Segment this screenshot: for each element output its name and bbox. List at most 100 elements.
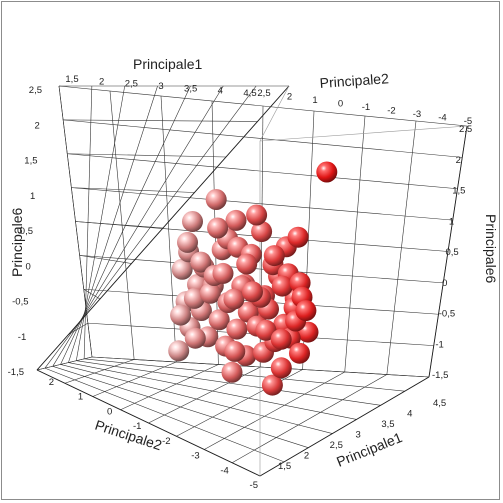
floor-gridline [92, 361, 177, 397]
data-point-sphere[interactable] [271, 275, 293, 297]
tick-y-front: -1 [133, 421, 141, 432]
gridline [109, 90, 135, 360]
data-point-sphere[interactable] [183, 287, 205, 309]
data-point-sphere[interactable] [182, 211, 203, 232]
tick-y-front: -4 [220, 465, 228, 476]
data-point-sphere[interactable] [207, 217, 229, 239]
data-points [168, 161, 338, 396]
tick-z-right: 0 [442, 278, 447, 289]
box-edge [259, 376, 430, 477]
data-point-sphere[interactable] [255, 319, 277, 341]
data-point-sphere[interactable] [251, 221, 273, 243]
floor-gridline [204, 371, 345, 450]
axis-title-principale1-top: Principale1 [133, 56, 202, 72]
data-point-sphere[interactable] [246, 204, 268, 226]
data-point-sphere[interactable] [199, 282, 221, 304]
data-point-sphere[interactable] [270, 328, 292, 350]
tick-z-right: -0,5 [439, 309, 455, 320]
tick-z-left: 0 [25, 261, 30, 272]
data-point-sphere[interactable] [208, 309, 230, 331]
gridline [83, 85, 93, 359]
tick-x-front: 4 [407, 409, 412, 420]
axis-title-principale1-front: Principale1 [334, 429, 404, 470]
tick-z-right: -1,5 [432, 370, 448, 381]
tick-y-front: 2 [49, 377, 54, 388]
tick-x-front: 4,5 [433, 398, 446, 409]
tick-x-top: 2,5 [125, 79, 138, 90]
axis-title-principale6-right: Principale6 [483, 214, 499, 283]
data-point-sphere[interactable] [177, 231, 198, 253]
axis-title-principale2-top: Principale2 [319, 70, 389, 91]
data-point-sphere[interactable] [190, 251, 212, 273]
floor-gridline [120, 364, 219, 411]
tick-x-front: 2 [304, 451, 309, 462]
tick-z-right: 2,5 [459, 124, 472, 135]
tick-z-left: 0,5 [20, 226, 33, 237]
data-point-sphere[interactable] [289, 342, 310, 364]
tick-y-front: -5 [250, 480, 258, 491]
tick-z-left: 1,5 [24, 156, 37, 167]
tick-y-front: -2 [162, 436, 170, 447]
box-edge [428, 125, 468, 378]
tick-z-right: 1,5 [452, 186, 465, 197]
gridline [67, 153, 227, 158]
tick-z-left: 2 [34, 120, 39, 131]
axis-title-principale6-left: Principale6 [9, 208, 25, 277]
gridline [344, 115, 366, 373]
tick-y-front: 1 [78, 392, 83, 403]
tick-z-left: 1 [30, 191, 35, 202]
tick-y-top: 2,5 [257, 88, 270, 99]
data-point-sphere[interactable] [221, 361, 243, 383]
gridline [60, 85, 191, 365]
tick-x-front: 3,5 [381, 419, 394, 430]
data-point-sphere[interactable] [261, 374, 283, 396]
data-point-sphere[interactable] [212, 262, 234, 284]
data-point-sphere[interactable] [184, 327, 206, 349]
tick-y-top: -4 [438, 113, 446, 124]
data-point-sphere[interactable] [224, 340, 246, 362]
tick-x-top: 3 [158, 81, 163, 92]
tick-x-front: 3 [356, 430, 361, 441]
tick-z-left: -0,5 [12, 297, 28, 308]
tick-y-front: -3 [191, 451, 199, 462]
data-point-sphere[interactable] [270, 357, 292, 379]
data-point-sphere[interactable] [295, 300, 317, 322]
data-point-sphere[interactable] [171, 258, 193, 280]
tick-x-top: 4 [218, 86, 223, 97]
tick-z-left: 2,5 [29, 85, 42, 96]
gridline [63, 119, 258, 122]
data-point-sphere[interactable] [236, 253, 258, 275]
tick-y-top: 2 [287, 92, 292, 103]
gridline [83, 288, 101, 300]
box-edge [259, 125, 468, 142]
data-point-sphere[interactable] [263, 245, 285, 267]
data-point-sphere[interactable] [226, 318, 248, 340]
data-point-sphere[interactable] [205, 189, 227, 210]
tick-x-top: 2 [99, 76, 104, 87]
gridline [386, 120, 417, 375]
tick-z-left: -1 [18, 332, 26, 343]
data-point-sphere[interactable] [223, 288, 245, 310]
tick-z-right: -1 [435, 339, 443, 350]
tick-y-top: -3 [413, 109, 421, 120]
tick-x-top: 4,5 [243, 88, 256, 99]
floor-gridline [36, 356, 93, 371]
data-point-sphere[interactable] [170, 304, 192, 326]
floor-gridline [64, 359, 135, 384]
data-point-sphere[interactable] [316, 161, 338, 183]
tick-y-top: -1 [362, 102, 370, 113]
axis-title-principale2-front: Principale2 [93, 417, 164, 454]
data-point-sphere[interactable] [168, 340, 190, 362]
tick-y-top: 0 [338, 99, 343, 110]
tick-z-right: 0,5 [446, 247, 459, 258]
tick-y-top: -5 [464, 116, 472, 127]
tick-z-left: -1,5 [8, 367, 24, 378]
data-point-sphere[interactable] [287, 226, 309, 248]
data-point-sphere[interactable] [242, 281, 263, 303]
data-point-sphere[interactable] [225, 209, 247, 231]
tick-y-top: 1 [312, 95, 317, 106]
tick-y-top: -2 [387, 106, 395, 117]
tick-labels: 1,5 2 2,5 3 3,5 4 4,5 2,5 2 1 0 -1 -2 -3 -4 -52,521,510… [8, 74, 473, 491]
